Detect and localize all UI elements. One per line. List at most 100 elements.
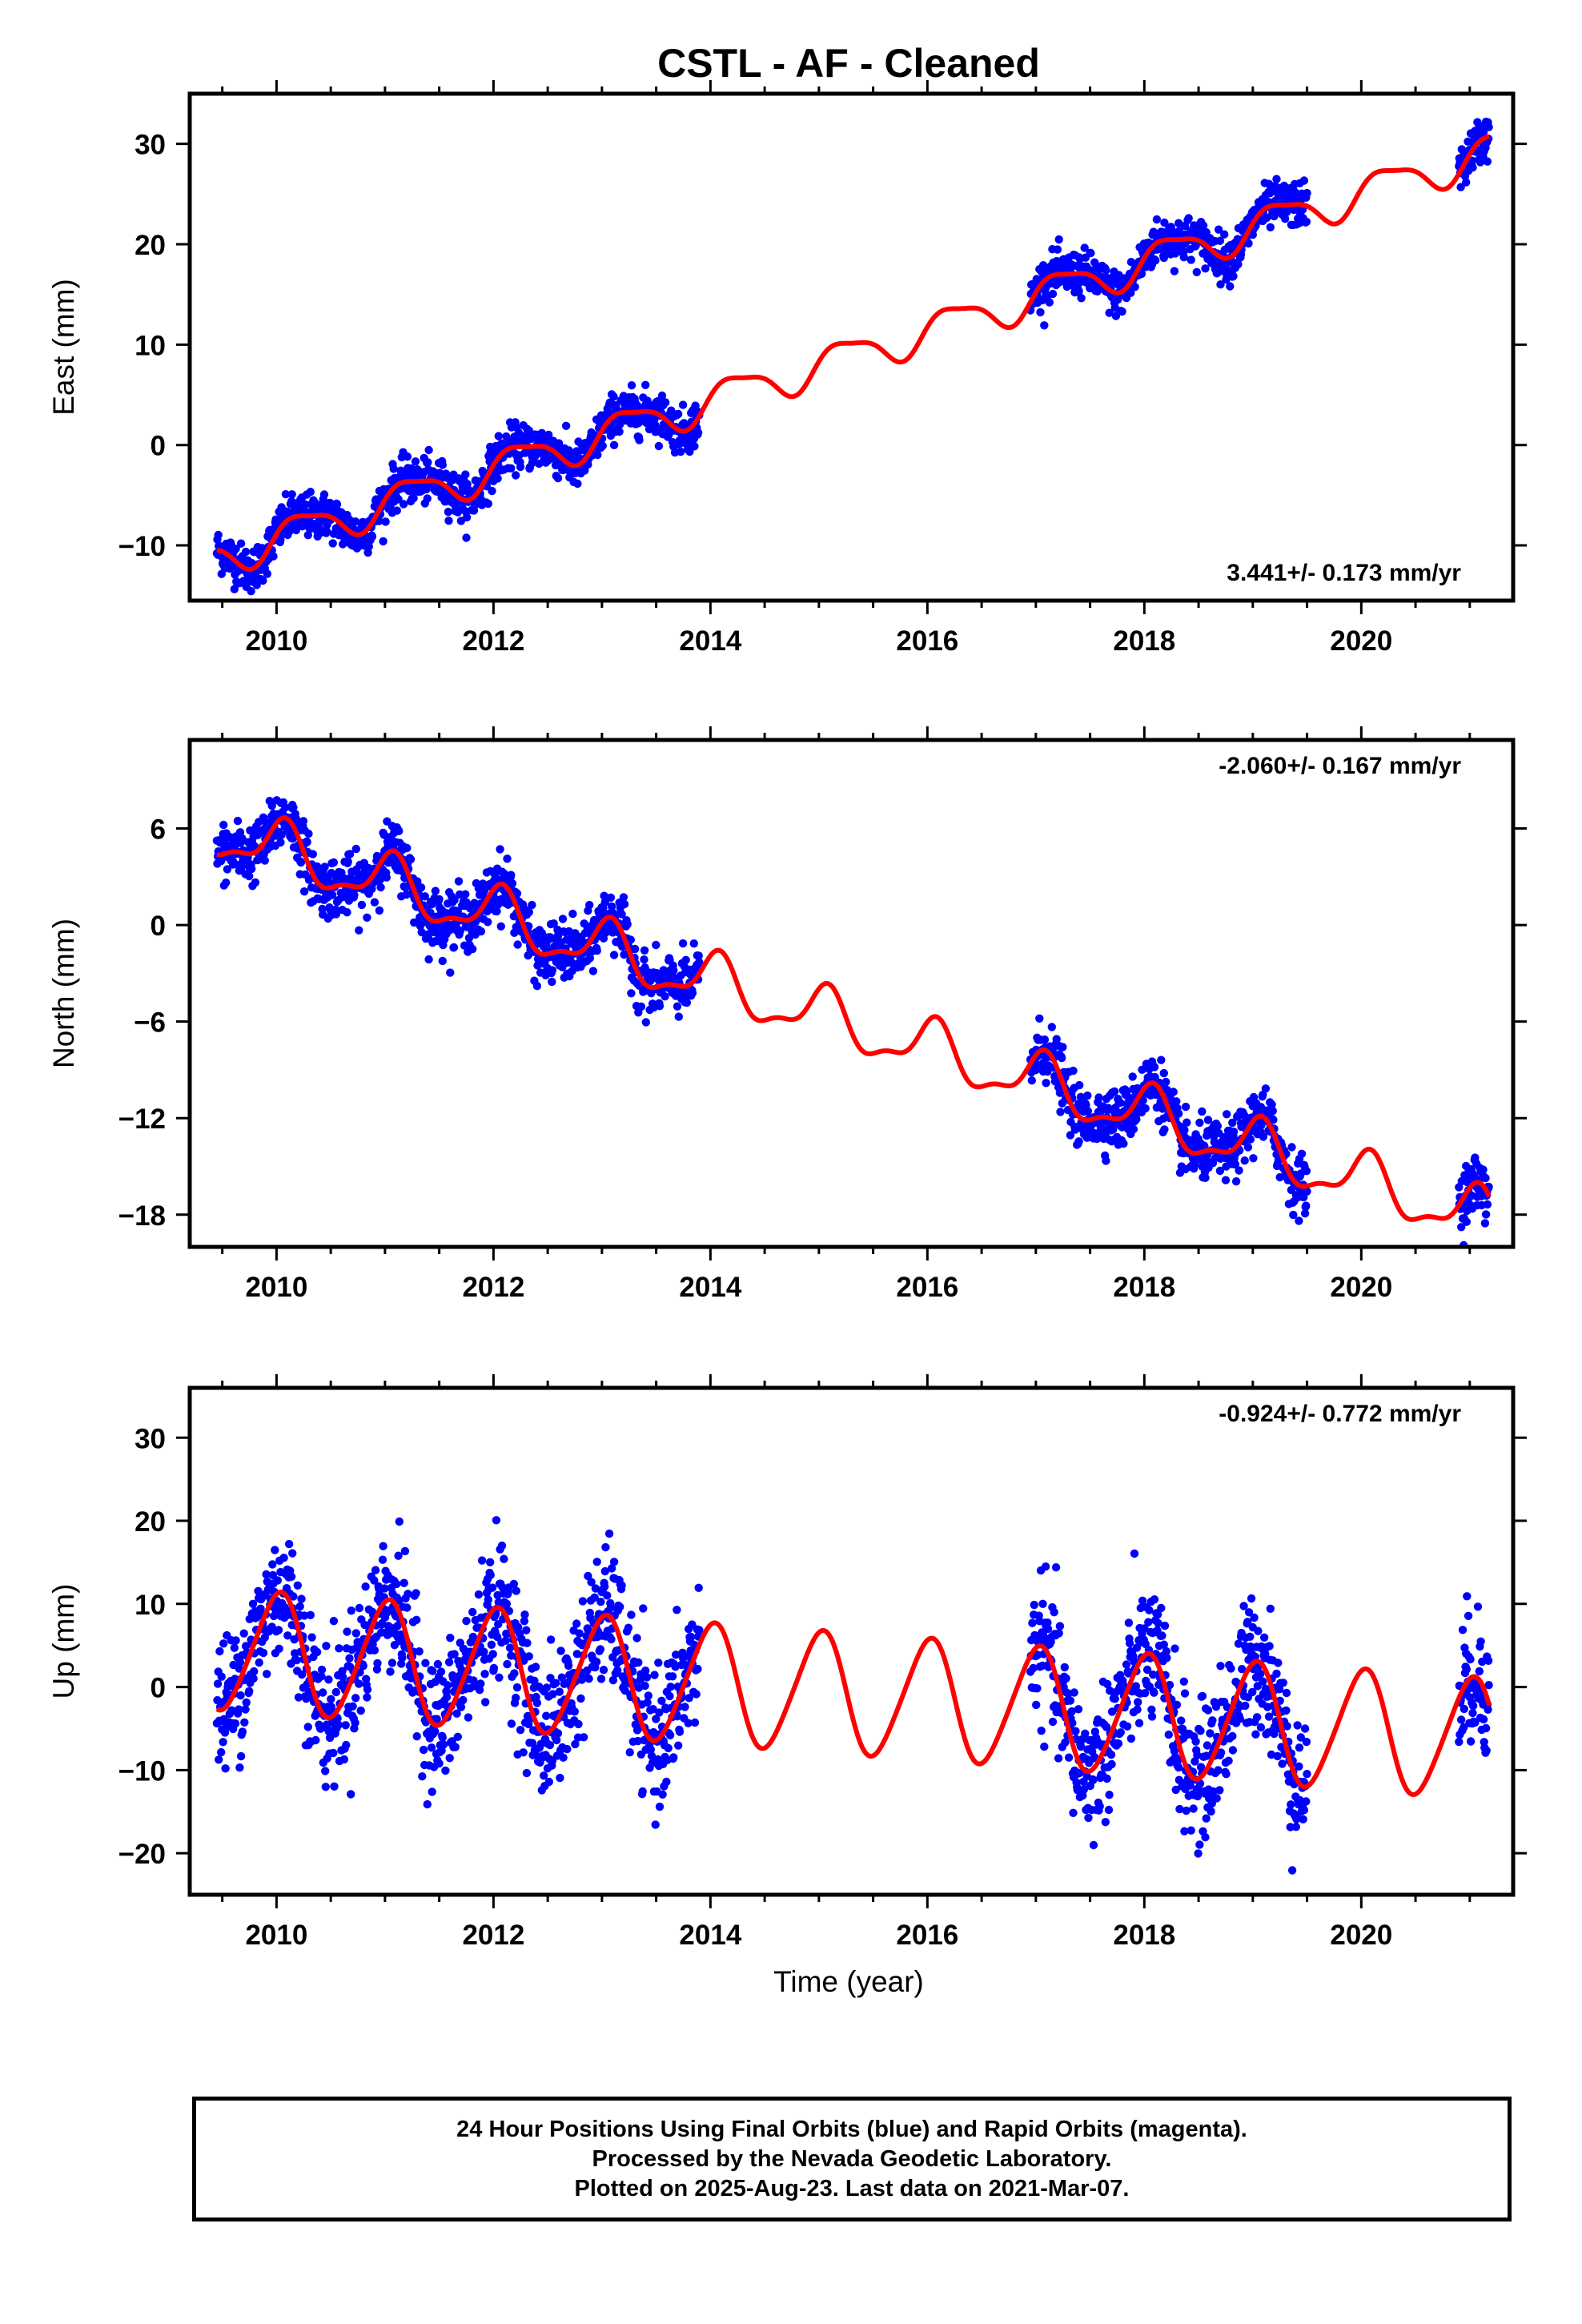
east-x-tick-label: 2012 — [462, 625, 524, 657]
east-data-point — [263, 569, 271, 578]
up-data-point — [512, 1586, 520, 1595]
east-data-point — [1086, 248, 1095, 258]
east-data-point — [1192, 267, 1202, 276]
north-data-point — [1132, 1115, 1141, 1124]
up-data-point — [528, 1739, 537, 1747]
east-data-point — [609, 392, 618, 401]
east-data-point — [661, 398, 670, 407]
up-data-point — [1259, 1633, 1269, 1642]
up-data-point — [695, 1626, 704, 1634]
up-data-point — [1264, 1712, 1274, 1721]
up-data-point — [664, 1743, 673, 1753]
north-data-point — [454, 877, 464, 886]
up-data-point — [1114, 1739, 1123, 1748]
up-data-point — [1241, 1701, 1250, 1711]
east-y-tick-label: −10 — [118, 531, 166, 562]
up-data-point — [503, 1659, 512, 1669]
up-data-point — [351, 1629, 360, 1638]
up-data-point — [487, 1640, 496, 1649]
north-data-point — [476, 927, 486, 936]
east-data-point — [1215, 236, 1225, 245]
east-data-point — [678, 400, 688, 409]
up-data-point — [297, 1594, 306, 1603]
up-data-point — [295, 1602, 304, 1611]
east-data-point — [462, 533, 471, 542]
east-data-point — [1302, 217, 1311, 227]
up-data-point — [245, 1687, 254, 1695]
north-data-point — [1235, 1166, 1243, 1175]
north-y-tick-label: −12 — [118, 1104, 166, 1135]
north-data-point — [1083, 1107, 1093, 1116]
north-data-point — [1083, 1091, 1092, 1100]
up-data-point — [476, 1679, 485, 1688]
up-data-point — [1040, 1742, 1049, 1751]
up-data-point — [1265, 1642, 1274, 1651]
up-data-point — [235, 1658, 245, 1667]
north-data-point — [1231, 1160, 1240, 1168]
up-data-point — [489, 1663, 499, 1673]
north-data-point — [652, 940, 661, 950]
up-data-point — [412, 1732, 421, 1741]
up-data-point — [231, 1636, 240, 1645]
east-data-point — [654, 441, 664, 451]
north-data-point — [600, 891, 608, 900]
up-data-point — [1259, 1677, 1267, 1686]
up-data-point — [299, 1611, 309, 1620]
north-rate-label: -2.060+/- 0.167 mm/yr — [1219, 753, 1461, 779]
north-data-point — [1035, 1014, 1044, 1023]
east-data-point — [1479, 127, 1488, 137]
east-data-point — [269, 552, 278, 561]
north-data-point — [1229, 1128, 1239, 1136]
east-frame — [187, 91, 1516, 603]
up-data-point — [1174, 1755, 1182, 1764]
up-data-point — [666, 1683, 675, 1691]
up-data-point — [1243, 1618, 1252, 1626]
up-data-point — [512, 1683, 522, 1692]
east-data-point — [1226, 282, 1235, 291]
north-y-axis-label: North (mm) — [47, 919, 80, 1068]
east-data-point — [364, 542, 373, 551]
north-data-point — [1058, 1043, 1067, 1051]
up-data-point — [1180, 1689, 1190, 1698]
north-data-point — [507, 870, 516, 879]
east-data-point — [444, 508, 453, 517]
north-data-point — [548, 966, 557, 975]
up-data-point — [1122, 1660, 1131, 1669]
up-data-point — [248, 1599, 258, 1609]
up-data-point — [1124, 1618, 1134, 1627]
east-data-point — [514, 428, 523, 437]
east-data-point — [301, 500, 310, 509]
up-data-point — [642, 1673, 652, 1682]
up-data-point — [531, 1663, 540, 1671]
east-data-point — [1074, 287, 1083, 296]
up-data-point — [1227, 1664, 1235, 1673]
east-y-tick-label: 20 — [135, 230, 166, 261]
north-data-point — [689, 939, 698, 948]
north-data-point — [351, 844, 360, 854]
up-data-point — [311, 1735, 320, 1745]
up-data-point — [632, 1634, 641, 1642]
up-data-point — [1159, 1640, 1169, 1649]
up-data-point — [520, 1617, 529, 1626]
up-data-point — [321, 1767, 330, 1775]
north-data-point — [406, 854, 416, 864]
up-data-point — [616, 1602, 624, 1611]
north-data-point — [1102, 1156, 1110, 1165]
up-data-point — [1138, 1596, 1147, 1606]
up-data-point — [510, 1669, 519, 1678]
north-data-point — [1047, 1023, 1057, 1031]
north-data-point — [1042, 1079, 1050, 1088]
north-data-point — [1295, 1216, 1303, 1225]
up-data-point — [555, 1687, 564, 1696]
up-data-point — [1070, 1688, 1078, 1697]
north-data-point — [296, 858, 306, 867]
east-data-point — [332, 500, 342, 509]
up-data-point — [639, 1604, 648, 1613]
east-data-point — [444, 517, 453, 525]
east-data-point — [1160, 218, 1169, 227]
up-data-point — [584, 1571, 592, 1581]
east-model-line — [215, 134, 1491, 572]
east-y-tick-label: 0 — [151, 431, 166, 462]
up-data-point — [546, 1674, 555, 1683]
up-data-point — [1102, 1723, 1111, 1731]
